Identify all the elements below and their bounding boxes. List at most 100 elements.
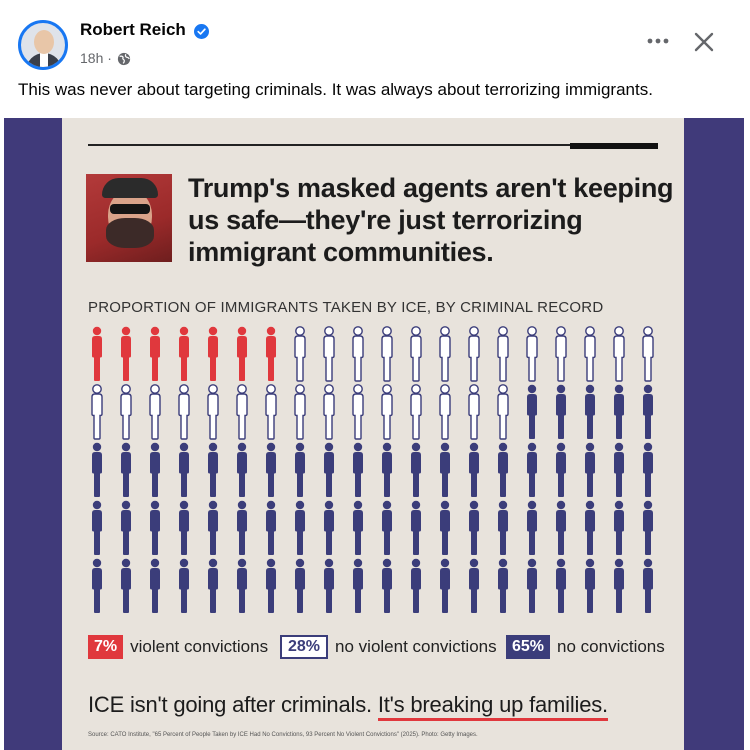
- person-icon-no-convictions: [498, 558, 508, 613]
- person-icon-no-convictions: [208, 442, 218, 497]
- person-icon-no-convictions: [150, 558, 160, 613]
- avatar-face-shape: [34, 30, 54, 54]
- bottom-line-emphasis: It's breaking up families.: [377, 692, 608, 721]
- person-icon-no-convictions: [382, 558, 392, 613]
- person-icon-no-convictions: [614, 558, 624, 613]
- person-icon-no-convictions: [208, 500, 218, 555]
- person-icon-no-convictions: [295, 558, 305, 613]
- person-icon-no-violent: [439, 384, 451, 440]
- person-icon-no-convictions: [469, 500, 479, 555]
- person-icon-no-convictions: [208, 558, 218, 613]
- person-icon-no-convictions: [382, 500, 392, 555]
- legend-swatch-no-convictions: 65%: [506, 635, 551, 659]
- person-icon-no-convictions: [643, 500, 653, 555]
- legend-swatch-violent: 7%: [88, 635, 124, 659]
- person-icon-no-convictions: [643, 558, 653, 613]
- person-icon-no-convictions: [469, 558, 479, 613]
- person-icon-no-convictions: [585, 384, 595, 439]
- person-icon-no-violent: [294, 326, 306, 382]
- person-icon-no-violent: [323, 326, 335, 382]
- person-icon-violent: [92, 326, 102, 381]
- person-icon-no-convictions: [121, 500, 131, 555]
- legend-label-violent: violent convictions: [130, 637, 269, 656]
- person-icon-no-convictions: [411, 500, 421, 555]
- person-icon-no-convictions: [411, 558, 421, 613]
- person-icon-no-convictions: [585, 558, 595, 613]
- person-icon-no-convictions: [266, 442, 276, 497]
- pictogram-chart: [84, 326, 664, 621]
- person-icon-no-violent: [178, 384, 190, 440]
- person-icon-no-convictions: [614, 442, 624, 497]
- person-icon-no-convictions: [585, 500, 595, 555]
- person-icon-no-convictions: [295, 500, 305, 555]
- bottom-line: ICE isn't going after criminals. It's br…: [88, 692, 608, 721]
- infographic: Trump's masked agents aren't keeping us …: [62, 118, 684, 750]
- person-icon-no-convictions: [440, 558, 450, 613]
- person-icon-no-violent: [120, 384, 132, 440]
- person-icon-no-convictions: [440, 442, 450, 497]
- person-icon-no-convictions: [614, 500, 624, 555]
- masked-agent-photo: [86, 174, 172, 262]
- person-icon-no-convictions: [527, 500, 537, 555]
- source-citation: Source: CATO Institute, "65 Percent of P…: [88, 732, 478, 738]
- person-icon-no-convictions: [469, 442, 479, 497]
- post-header: Robert Reich 18h ·: [0, 0, 750, 76]
- person-icon-no-convictions: [643, 442, 653, 497]
- person-icon-no-convictions: [556, 500, 566, 555]
- person-icon-no-convictions: [121, 558, 131, 613]
- person-icon-no-violent: [613, 326, 625, 382]
- person-icon-no-convictions: [92, 500, 102, 555]
- person-icon-no-convictions: [92, 558, 102, 613]
- photo-sunglasses-shape: [110, 204, 150, 214]
- person-icon-no-convictions: [614, 384, 624, 439]
- person-icon-no-convictions: [92, 442, 102, 497]
- person-icon-no-convictions: [266, 500, 276, 555]
- close-icon[interactable]: [692, 30, 716, 54]
- person-icon-no-convictions: [237, 558, 247, 613]
- person-icon-no-convictions: [498, 442, 508, 497]
- post-timestamp[interactable]: 18h ·: [80, 50, 112, 66]
- person-icon-no-convictions: [237, 442, 247, 497]
- person-icon-no-violent: [642, 326, 654, 382]
- top-rule: [88, 144, 658, 146]
- person-icon-no-violent: [381, 326, 393, 382]
- legend-label-no-convictions: no convictions: [557, 637, 665, 656]
- legend-swatch-no-violent: 28%: [280, 635, 329, 659]
- author-name[interactable]: Robert Reich: [80, 20, 186, 39]
- person-icon-no-convictions: [324, 558, 334, 613]
- person-icon-no-convictions: [179, 558, 189, 613]
- post-text: This was never about targeting criminals…: [18, 80, 653, 99]
- person-icon-no-convictions: [353, 558, 363, 613]
- person-icon-no-violent: [468, 326, 480, 382]
- person-icon-no-convictions: [179, 442, 189, 497]
- person-icon-no-convictions: [411, 442, 421, 497]
- person-icon-no-convictions: [527, 384, 537, 439]
- person-icon-no-convictions: [382, 442, 392, 497]
- person-icon-no-convictions: [121, 442, 131, 497]
- person-icon-no-convictions: [324, 500, 334, 555]
- person-icon-violent: [179, 326, 189, 381]
- person-icon-no-violent: [352, 384, 364, 440]
- legend-no-convictions: 65% no convictions: [506, 634, 665, 660]
- avatar-shirt-shape: [40, 53, 48, 67]
- person-icon-no-convictions: [527, 558, 537, 613]
- person-icon-no-convictions: [353, 442, 363, 497]
- person-icon-violent: [266, 326, 276, 381]
- more-options-icon[interactable]: [646, 33, 670, 49]
- person-icon-no-violent: [555, 326, 567, 382]
- person-icon-violent: [121, 326, 131, 381]
- person-icon-no-convictions: [353, 500, 363, 555]
- person-icon-no-convictions: [324, 442, 334, 497]
- person-icon-violent: [208, 326, 218, 381]
- photo-mask-shape: [106, 218, 154, 248]
- person-icon-no-convictions: [179, 500, 189, 555]
- person-icon-no-violent: [468, 384, 480, 440]
- person-icon-no-convictions: [643, 384, 653, 439]
- legend-no-violent: 28% no violent convictions: [280, 634, 497, 660]
- person-icon-no-convictions: [266, 558, 276, 613]
- person-icon-no-violent: [497, 326, 509, 382]
- person-icon-no-violent: [439, 326, 451, 382]
- person-icon-no-violent: [352, 326, 364, 382]
- person-icon-no-violent: [410, 384, 422, 440]
- author-avatar[interactable]: [18, 20, 68, 70]
